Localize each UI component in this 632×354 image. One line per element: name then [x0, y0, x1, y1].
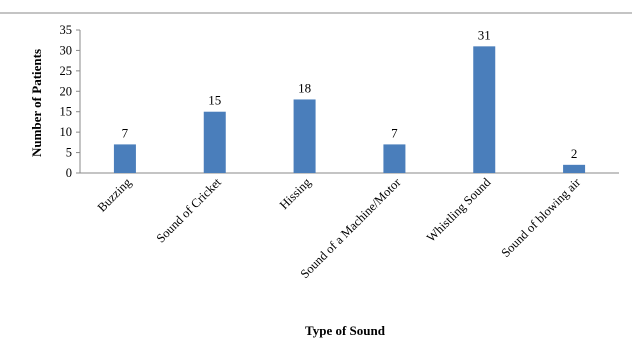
bar [473, 46, 496, 173]
x-axis-title: Type of Sound [305, 323, 386, 338]
bar [203, 111, 226, 173]
y-tick-label: 30 [60, 43, 73, 57]
y-tick-label: 15 [60, 105, 73, 119]
y-tick-label: 10 [60, 125, 73, 139]
y-tick-label: 25 [60, 64, 73, 78]
x-category-label: Hissing [277, 175, 314, 212]
y-tick-label: 20 [60, 84, 73, 98]
bar-data-label: 2 [571, 146, 578, 161]
x-category-label: Whistling Sound [424, 175, 494, 245]
bar-data-label: 15 [208, 93, 221, 108]
y-tick-label: 5 [66, 146, 72, 160]
bar [113, 144, 136, 173]
x-category-label: Sound of Cricket [154, 175, 225, 246]
bar [563, 164, 586, 173]
y-axis-ticks: 0 5 10 15 20 25 30 35 [60, 23, 80, 180]
bar [293, 99, 316, 173]
bar-series [113, 46, 586, 173]
bar [383, 144, 406, 173]
x-category-label: Sound of blowing air [498, 175, 583, 260]
y-axis-title: Number of Patients [29, 49, 44, 157]
bar-data-label: 18 [298, 80, 311, 95]
x-category-label: Sound of a Machine/Motor [298, 175, 404, 281]
y-tick-label: 35 [60, 23, 73, 37]
bar-data-label: 7 [122, 125, 129, 140]
bar-data-label: 7 [391, 125, 398, 140]
bar-data-label: 31 [478, 27, 491, 42]
y-tick-label: 0 [66, 166, 72, 180]
x-category-label: Buzzing [95, 175, 135, 215]
data-labels: 7 15 18 7 31 2 [122, 27, 578, 160]
